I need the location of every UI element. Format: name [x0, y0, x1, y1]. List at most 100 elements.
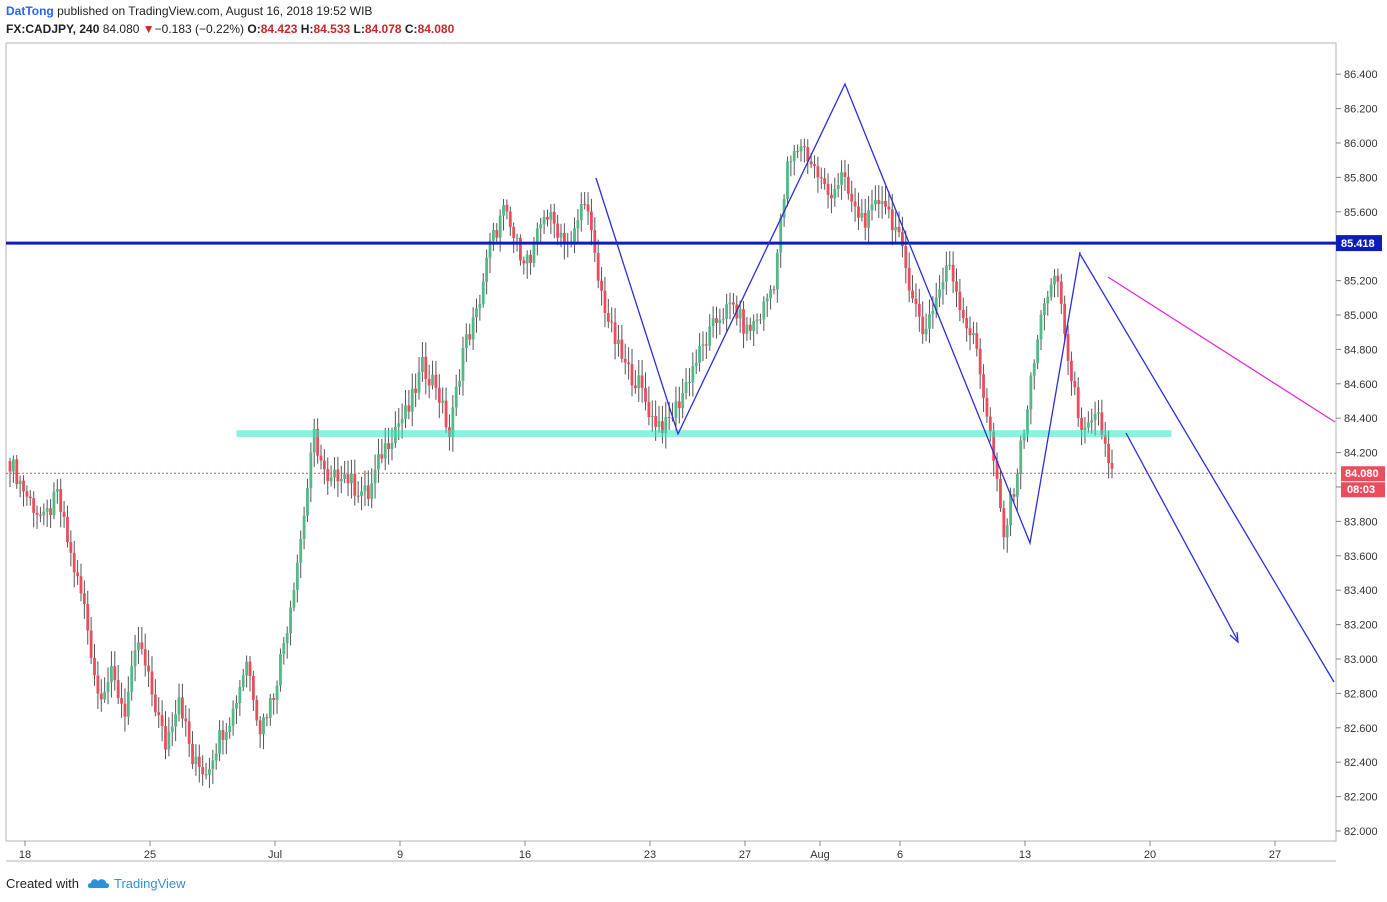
candle-down — [606, 312, 610, 322]
candle-down — [444, 400, 448, 428]
candle-up — [231, 708, 235, 726]
candle-down — [819, 177, 823, 179]
candle-down — [66, 516, 69, 543]
candle-down — [846, 176, 850, 194]
candle-up — [728, 302, 732, 305]
candle-down — [316, 428, 320, 456]
candle-up — [836, 184, 840, 190]
candle-up — [268, 698, 272, 718]
candle-down — [600, 280, 603, 291]
candle-up — [972, 333, 975, 336]
last-price-tag — [1341, 466, 1385, 482]
candle-up — [464, 334, 468, 348]
candle-up — [1026, 409, 1029, 434]
candle-down — [593, 230, 597, 253]
candle-up — [637, 375, 641, 389]
candle-down — [1012, 494, 1016, 497]
candle-up — [549, 211, 553, 220]
candle-up — [174, 714, 178, 727]
candle-up — [126, 691, 130, 717]
candle-up — [573, 228, 576, 242]
candle-down — [613, 322, 617, 345]
candle-up — [1019, 440, 1023, 475]
candle-up — [840, 172, 843, 185]
candle-down — [877, 200, 881, 205]
candle-up — [894, 226, 898, 231]
candle-up — [363, 485, 367, 492]
candle-down — [623, 358, 627, 363]
candle-up — [329, 477, 333, 482]
candle-down — [603, 290, 607, 313]
candle-down — [204, 774, 208, 776]
candle-down — [336, 469, 340, 482]
candle-up — [431, 374, 434, 386]
candle-up — [559, 232, 563, 238]
y-tick-label: 83.200 — [1344, 620, 1378, 632]
candle-down — [884, 201, 887, 207]
candle-up — [867, 210, 871, 228]
candle-up — [133, 650, 137, 667]
candle-up — [454, 386, 458, 408]
y-tick-label: 82.400 — [1344, 757, 1378, 769]
symbol-legend: FX:CADJPY, 240 84.080 ▼−0.183 (−0.22%) O… — [6, 22, 455, 36]
candle-up — [792, 151, 796, 162]
tradingview-brand[interactable]: TradingView — [114, 876, 186, 891]
candle-up — [106, 682, 110, 692]
x-tick-label: 13 — [1019, 849, 1031, 861]
candle-up — [491, 230, 495, 241]
candle-down — [647, 401, 651, 418]
candle-down — [640, 375, 644, 388]
candle-down — [748, 324, 752, 331]
candle-down — [1110, 463, 1114, 469]
candle-up — [535, 228, 539, 243]
candle-up — [130, 666, 134, 692]
candle-up — [170, 726, 174, 732]
x-tick-label: Jul — [268, 849, 282, 861]
y-tick-label: 82.800 — [1344, 688, 1378, 700]
candle-down — [434, 374, 438, 388]
candle-down — [15, 459, 19, 485]
trend-line — [1107, 276, 1336, 423]
candle-down — [715, 318, 718, 324]
candle-down — [508, 211, 512, 227]
candle-down — [221, 729, 225, 740]
candle-up — [289, 607, 292, 634]
candle-up — [1032, 363, 1036, 376]
candle-up — [292, 589, 296, 608]
candle-up — [708, 326, 712, 346]
candle-down — [843, 172, 847, 177]
candle-down — [742, 309, 745, 334]
candle-down — [914, 298, 918, 304]
candle-down — [823, 178, 827, 184]
candle-up — [775, 252, 779, 290]
candle-up — [657, 421, 661, 427]
candle-up — [339, 478, 343, 482]
candle-down — [995, 460, 999, 479]
candle-down — [1002, 508, 1006, 538]
candle-up — [194, 756, 198, 765]
support-zone — [236, 430, 1172, 438]
candle-down — [904, 246, 908, 268]
candle-down — [143, 649, 147, 666]
candle-down — [116, 680, 120, 698]
x-tick-label: Aug — [810, 849, 830, 861]
candle-up — [711, 318, 715, 327]
candle-up — [52, 491, 56, 516]
candle-down — [69, 542, 73, 553]
last-price: 84.080 — [102, 22, 140, 36]
candle-up — [1049, 284, 1053, 297]
x-tick-label: 25 — [144, 849, 156, 861]
candle-down — [816, 166, 820, 178]
candle-up — [350, 473, 353, 484]
candle-up — [688, 381, 691, 383]
candle-up — [701, 344, 705, 347]
candle-down — [79, 576, 83, 594]
candle-down — [806, 147, 810, 162]
author-name[interactable]: DatTong — [6, 4, 54, 18]
candle-down — [796, 151, 800, 153]
candle-down — [32, 498, 36, 513]
candle-down — [59, 489, 63, 512]
candle-up — [383, 443, 387, 459]
candle-down — [505, 204, 509, 212]
